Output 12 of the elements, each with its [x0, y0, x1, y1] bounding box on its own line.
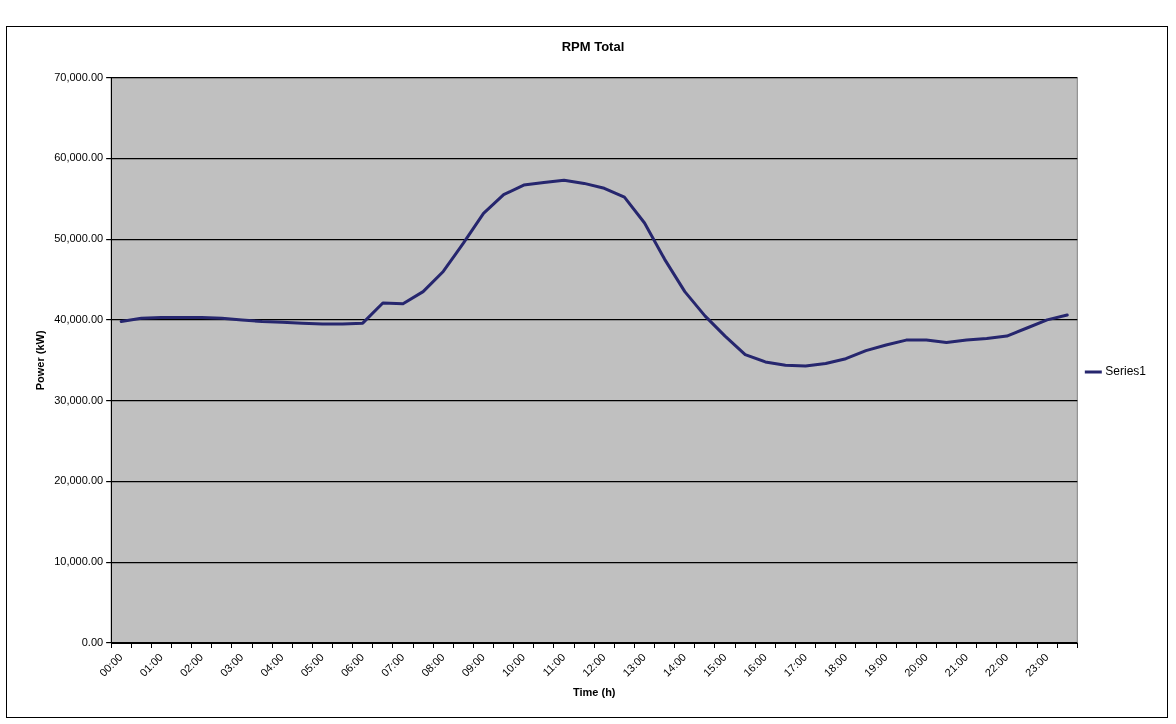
- legend-label: Series1: [1105, 364, 1147, 379]
- y-tick-label: 20,000.00: [54, 474, 104, 487]
- y-tick-label: 40,000.00: [54, 312, 104, 325]
- x-axis-title: Time (h): [572, 686, 616, 699]
- y-tick-label: 50,000.00: [54, 232, 104, 245]
- y-tick-label: 70,000.00: [54, 70, 104, 83]
- y-axis-title: Power (kW): [33, 330, 46, 391]
- y-tick-label: 10,000.00: [54, 555, 104, 568]
- y-tick-label: 60,000.00: [54, 151, 104, 164]
- y-tick-label: 30,000.00: [54, 393, 104, 406]
- chart-title: RPM Total: [561, 39, 625, 55]
- y-tick-label: 0.00: [81, 636, 104, 649]
